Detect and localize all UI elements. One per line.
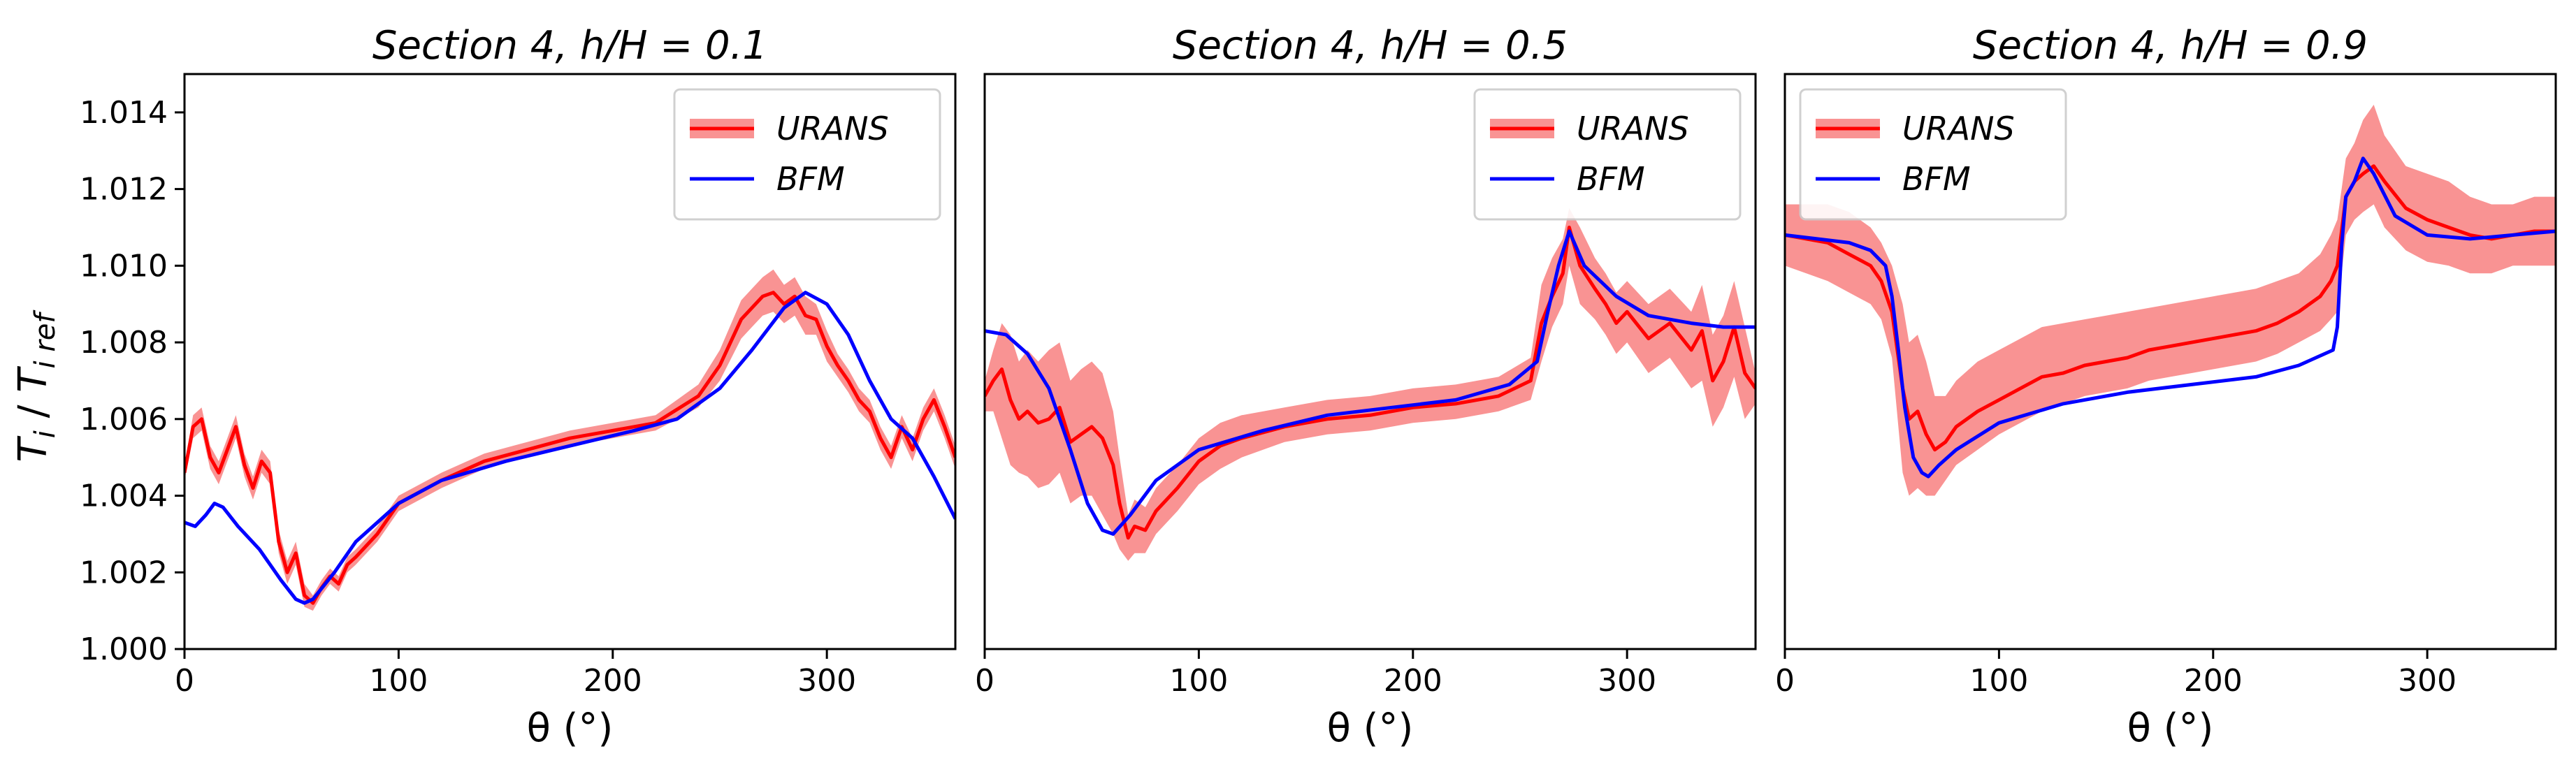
bfm-line [184,291,955,605]
chart-panel-3: 0 100 200 300 θ (°) Section 4, h/H = 0.9 URANS… [1775,23,2557,751]
bfm-line [1785,156,2556,479]
x-axis-label: θ (°) [527,706,614,751]
legend-box [1473,88,1742,221]
x-tick-label: 300 [2398,663,2456,699]
chart-panel-1: 0 100 200 300 θ (°) 1.000 1.002 1.004 1.006 1.008… [80,23,957,751]
x-tick-label: 100 [1969,663,2028,699]
y-tick-label: 1.000 [80,632,168,667]
plot-area [985,208,1756,561]
plot-area [1785,104,2556,496]
x-tick-label: 0 [975,663,994,699]
y-tick-label: 1.008 [80,325,168,360]
x-tick-label: 100 [1169,663,1228,699]
x-axis-label: θ (°) [1327,706,1414,751]
ylabel-tref-sub: i ref [29,309,61,369]
y-tick-label: 1.010 [80,248,168,284]
panels: 0 100 200 300 θ (°) 1.000 1.002 1.004 1.006 1.008… [80,23,2557,751]
ylabel-t-sub: i [29,430,61,438]
urans-band [184,269,955,611]
x-tick-label: 200 [584,663,642,699]
bfm-line [985,229,1756,536]
x-tick-label: 0 [1775,663,1795,699]
urans-band [985,208,1756,561]
x-tick-label: 0 [175,663,194,699]
axes-frame [1783,73,2557,650]
y-tick-label: 1.014 [80,95,168,131]
x-tick-label: 300 [1598,663,1656,699]
chart-title: Section 4, h/H = 0.5 [1173,23,1568,68]
x-axis-label: θ (°) [2127,706,2214,751]
urans-band [1785,104,2556,496]
urans-line [184,291,955,605]
x-tick-label: 200 [2184,663,2243,699]
legend-bfm-label: BFM [1577,160,1645,198]
legend-bfm-label: BFM [776,160,845,198]
y-axis-label: Ti / Ti ref [10,309,61,463]
legend-urans-label: URANS [1902,110,2015,147]
y-tick-label: 1.006 [80,402,168,437]
legend-urans-label: URANS [1577,110,1689,147]
chart-title: Section 4, h/H = 0.1 [372,23,767,68]
legend-box [1799,88,2067,221]
y-tick-label: 1.002 [80,555,168,590]
legend-bfm-label: BFM [1902,160,1971,198]
axes-frame [183,73,957,650]
legend: URANS BFM [1799,88,2067,221]
ylabel-tref: T [10,366,56,393]
y-tick-label: 1.004 [80,479,168,514]
legend-box [673,88,941,221]
chart-panel-2: 0 100 200 300 θ (°) Section 4, h/H = 0.5 URANS… [975,23,1757,751]
legend: URANS BFM [673,88,941,221]
axes-frame [983,73,1757,650]
chart-title: Section 4, h/H = 0.9 [1973,23,2368,68]
legend-urans-label: URANS [776,110,889,147]
x-tick-label: 100 [369,663,428,699]
x-tick-label: 200 [1384,663,1442,699]
plot-area [184,269,955,611]
legend: URANS BFM [1473,88,1742,221]
ylabel-t: T [10,436,56,463]
x-tick-label: 300 [797,663,856,699]
y-tick-label: 1.012 [80,172,168,207]
ylabel-sep: / [10,393,56,430]
